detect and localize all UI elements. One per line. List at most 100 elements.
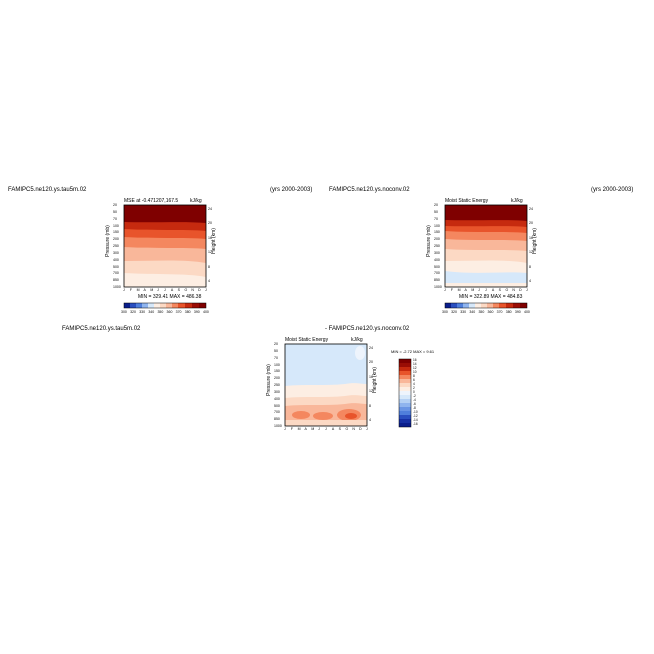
height-tick-label: 4	[369, 418, 371, 422]
pressure-tick-label: 250	[113, 244, 119, 248]
x-tick-label: S	[338, 427, 341, 431]
panel1-title-right: (yrs 2000-2003)	[270, 187, 313, 193]
colorbar-tick-label: -4	[413, 398, 416, 402]
colorbar-tick-label: -2	[413, 394, 416, 398]
pressure-tick-label: 850	[274, 417, 280, 422]
x-tick-label: A	[491, 288, 495, 292]
colorbar-tick-label: 320	[451, 310, 457, 314]
pressure-tick-label: 70	[274, 355, 278, 360]
colorbar-tick-label: 6	[413, 378, 415, 382]
x-tick-label: N	[352, 427, 355, 431]
x-tick-label: J	[526, 288, 528, 292]
height-tick-label: 8	[529, 264, 531, 269]
height-tick-label: 16	[208, 235, 212, 240]
pressure-tick-label: 50	[113, 209, 117, 214]
x-tick-label: J	[205, 288, 207, 292]
colorbar-tick-label: -8	[413, 406, 416, 410]
panel3-title-center: - FAMIPC5.ne120.ys.noconv.02	[325, 326, 410, 332]
height-tick-label: 24	[529, 207, 533, 211]
height-tick-label: 12	[208, 250, 212, 255]
pressure-tick-label: 50	[434, 209, 438, 214]
colorbar-tick-label: -16	[413, 422, 418, 426]
height-tick-label: 12	[529, 250, 533, 255]
pressure-tick-label: 1000	[434, 285, 442, 289]
pressure-tick-label: 300	[274, 389, 280, 394]
pressure-tick-label: 50	[274, 348, 278, 353]
colorbar-tick-label: 10	[413, 370, 417, 374]
pressure-tick-label: 70	[434, 216, 438, 221]
x-tick-label: J	[485, 288, 487, 292]
height-tick-label: 16	[369, 374, 373, 379]
colorbar-tick-label: 8	[413, 374, 415, 378]
colorbar-tick-label: 370	[496, 310, 503, 314]
panel2-subtitle: Moist Static Energy	[445, 198, 489, 204]
x-tick-label: M	[297, 427, 301, 431]
x-tick-label: D	[198, 288, 201, 292]
x-tick-label: N	[191, 288, 194, 292]
pressure-tick-label: 700	[434, 271, 440, 276]
x-tick-label: A	[304, 427, 307, 431]
colorbar-tick-label: 14	[413, 362, 417, 366]
x-tick-label: O	[184, 288, 188, 292]
height-tick-label: 4	[208, 279, 210, 283]
pressure-tick-label: 100	[274, 362, 280, 367]
colorbar-tick-label: 380	[184, 310, 191, 314]
colorbar-tick-label: 300	[121, 310, 127, 314]
colorbar-tick-label: 320	[130, 310, 136, 314]
colorbar-tick-label: 390	[193, 310, 200, 314]
height-tick-label: 8	[369, 403, 371, 408]
panel2-title-left: FAMIPC5.ne120.ys.noconv.02	[329, 187, 410, 193]
pressure-tick-label: 250	[434, 244, 440, 248]
pressure-tick-label: 500	[274, 403, 280, 408]
x-tick-label: M	[471, 288, 475, 292]
colorbar-tick-label: 380	[505, 310, 512, 314]
pressure-tick-label: 400	[434, 257, 440, 262]
panel2-minmax: MIN = 322.89 MAX = 484.83	[459, 294, 523, 300]
colorbar-tick-label: 340	[148, 310, 155, 314]
x-tick-label: O	[345, 427, 349, 431]
colorbar-tick-label: 16	[413, 358, 417, 362]
x-tick-label: N	[512, 288, 515, 292]
pressure-tick-label: 150	[434, 230, 440, 235]
height-tick-label: 8	[208, 264, 210, 269]
panel3-ylabel: Pressure (mb)	[265, 364, 272, 396]
pressure-tick-label: 200	[434, 237, 440, 242]
pressure-tick-label: 850	[113, 278, 119, 283]
pressure-tick-label: 250	[274, 383, 280, 387]
pressure-tick-label: 150	[274, 369, 280, 374]
x-tick-label: M	[457, 288, 461, 292]
colorbar-tick-label: 400	[203, 310, 209, 314]
panel1-ylabel: Pressure (mb)	[104, 225, 111, 257]
panel1-plot	[123, 204, 207, 288]
height-tick-label: 20	[208, 221, 212, 226]
x-tick-label: D	[359, 427, 362, 431]
colorbar-tick-label: 300	[442, 310, 448, 314]
x-tick-label: J	[164, 288, 166, 292]
x-tick-label: M	[150, 288, 154, 292]
pressure-tick-label: 500	[113, 264, 119, 269]
panel1-title-left: FAMIPC5.ne120.ys.tau5m.02	[8, 187, 87, 193]
x-tick-label: A	[143, 288, 146, 292]
colorbar-tick-label: -12	[413, 414, 418, 418]
colorbar-tick-label: 360	[166, 310, 173, 314]
colorbar-tick-label: -6	[413, 402, 416, 406]
pressure-tick-label: 70	[113, 216, 117, 221]
panel2-colorbar	[444, 302, 528, 309]
pressure-tick-label: 20	[274, 342, 278, 346]
colorbar-tick-label: 12	[413, 366, 417, 370]
panel1-subtitle: MSE at -0.471207,167.5	[124, 198, 179, 204]
x-tick-label: F	[129, 288, 132, 292]
x-tick-label: A	[464, 288, 467, 292]
colorbar-tick-label: 390	[514, 310, 521, 314]
pressure-tick-label: 400	[113, 257, 119, 262]
panel3-units: kJ/kg	[351, 337, 363, 343]
panel2-ylabel: Pressure (mb)	[425, 225, 432, 257]
panel1-minmax: MIN = 329.41 MAX = 486.38	[138, 294, 202, 300]
panel2-title-right: (yrs 2000-2003)	[591, 187, 634, 193]
x-tick-label: F	[290, 427, 293, 431]
panel2-units: kJ/kg	[511, 198, 523, 204]
x-tick-label: O	[505, 288, 509, 292]
x-tick-label: D	[519, 288, 522, 292]
pressure-tick-label: 20	[434, 203, 438, 207]
colorbar-tick-label: 330	[460, 310, 467, 314]
